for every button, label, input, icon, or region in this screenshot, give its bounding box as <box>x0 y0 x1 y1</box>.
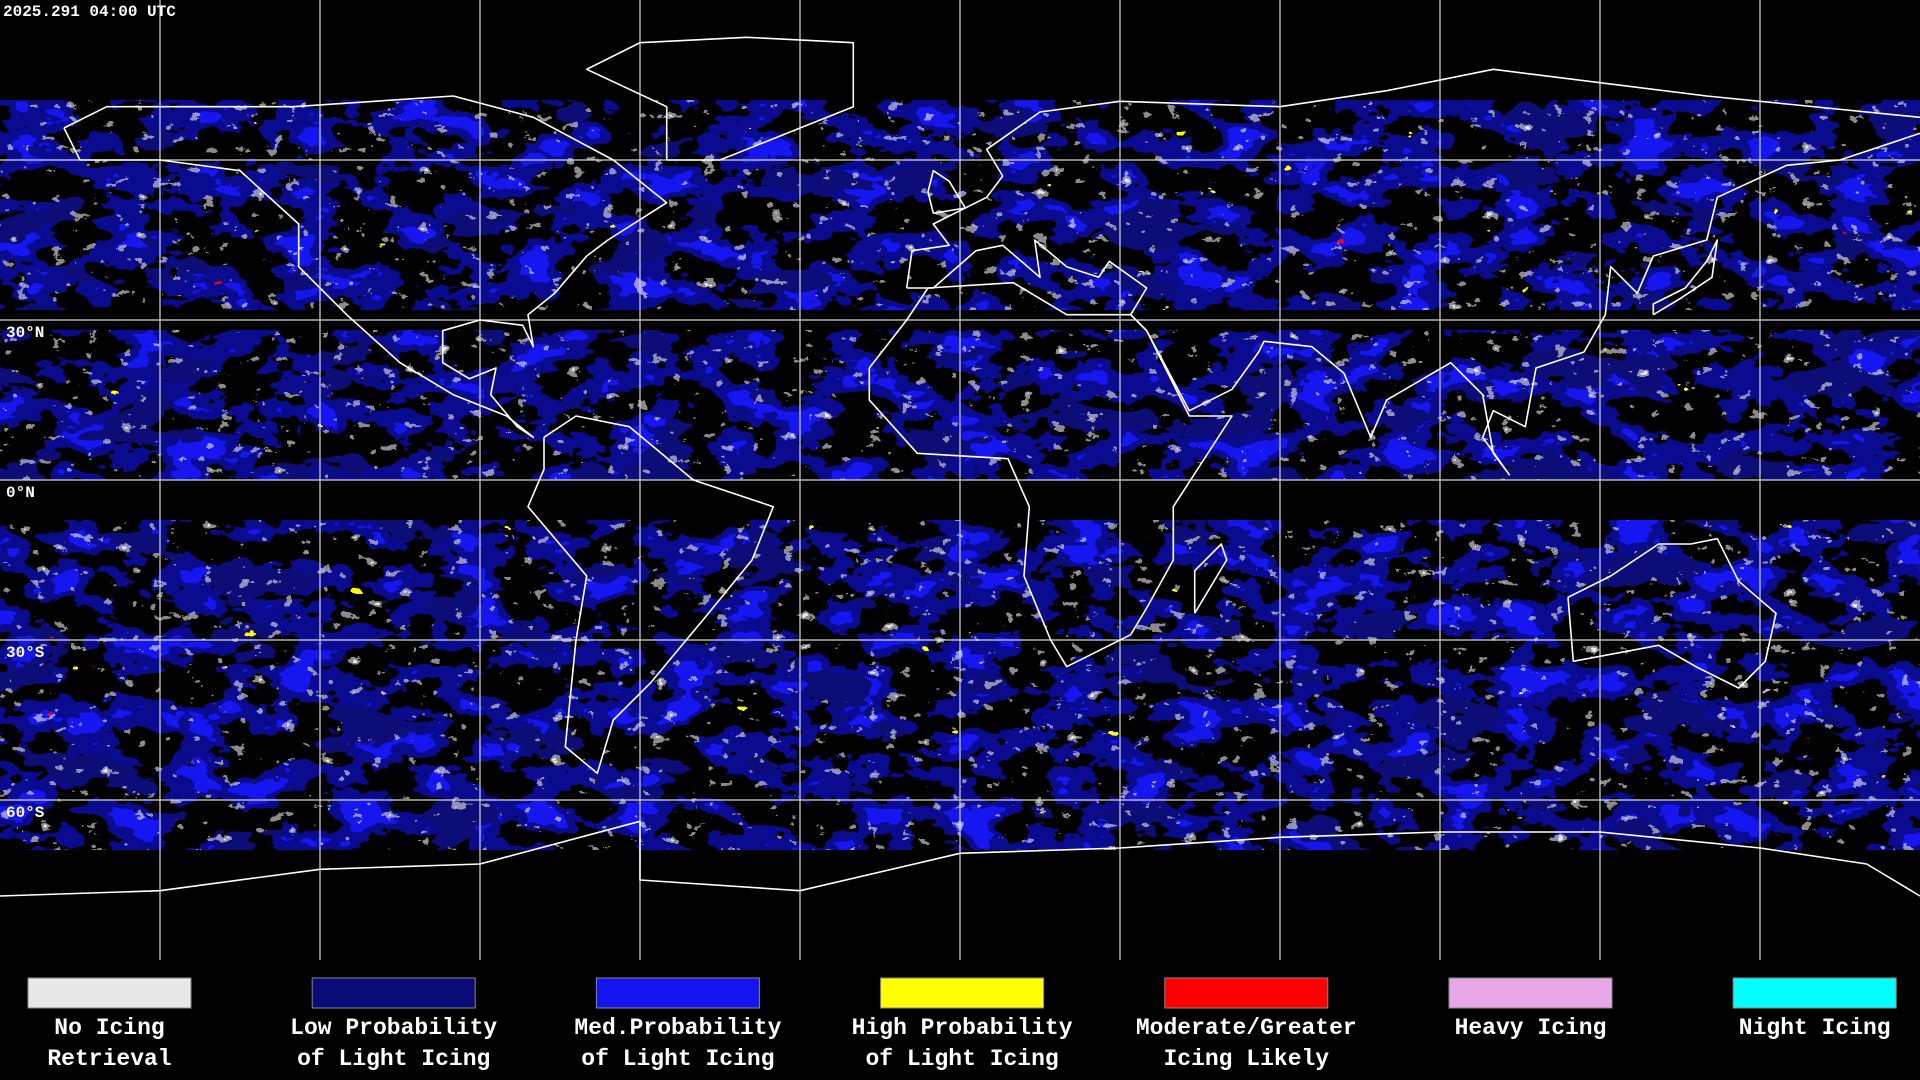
coastline <box>906 132 1920 476</box>
legend: No Icing Retrieval Low Probability of Light… <box>27 977 1897 1072</box>
coastline <box>868 281 1233 668</box>
legend-swatch <box>595 977 760 1009</box>
latitude-label: 0°N <box>6 484 35 502</box>
legend-label: Moderate/Greater <box>1136 1015 1357 1041</box>
coastline <box>1193 543 1228 614</box>
coastline <box>0 820 1920 897</box>
legend-label: of Light Icing <box>297 1046 490 1072</box>
legend-label: Night Icing <box>1739 1015 1891 1041</box>
coastline <box>905 68 1920 289</box>
legend-label: Retrieval <box>47 1046 171 1072</box>
legend-swatch <box>311 977 476 1009</box>
legend-swatch <box>880 977 1045 1009</box>
legend-label: No Icing <box>54 1015 164 1041</box>
legend-swatch <box>27 977 192 1009</box>
legend-label: Med.Probability <box>574 1015 781 1041</box>
coastline <box>527 415 775 775</box>
legend-label: Heavy Icing <box>1455 1015 1607 1041</box>
coastline <box>1652 239 1719 316</box>
legend-swatch <box>1732 977 1897 1009</box>
legend-label: of Light Icing <box>865 1046 1058 1072</box>
coastline <box>1567 537 1777 689</box>
coastline <box>63 95 668 439</box>
legend-swatch <box>1448 977 1613 1009</box>
legend-label: Icing Likely <box>1163 1046 1329 1072</box>
coastline <box>585 36 855 161</box>
graticule <box>0 0 1920 960</box>
legend-swatch <box>1164 977 1329 1009</box>
latitude-labels: 30°N 0°N 30°S 60°S <box>6 324 45 822</box>
timestamp: 2025.291 04:00 UTC <box>3 3 176 21</box>
coastline <box>927 169 967 215</box>
legend-label: Low Probability <box>290 1015 497 1041</box>
latitude-label: 30°N <box>6 324 44 342</box>
coastlines <box>0 36 1920 897</box>
legend-label: of Light Icing <box>581 1046 774 1072</box>
legend-label: High Probability <box>852 1015 1073 1041</box>
latitude-label: 30°S <box>6 644 45 662</box>
latitude-label: 60°S <box>6 804 45 822</box>
